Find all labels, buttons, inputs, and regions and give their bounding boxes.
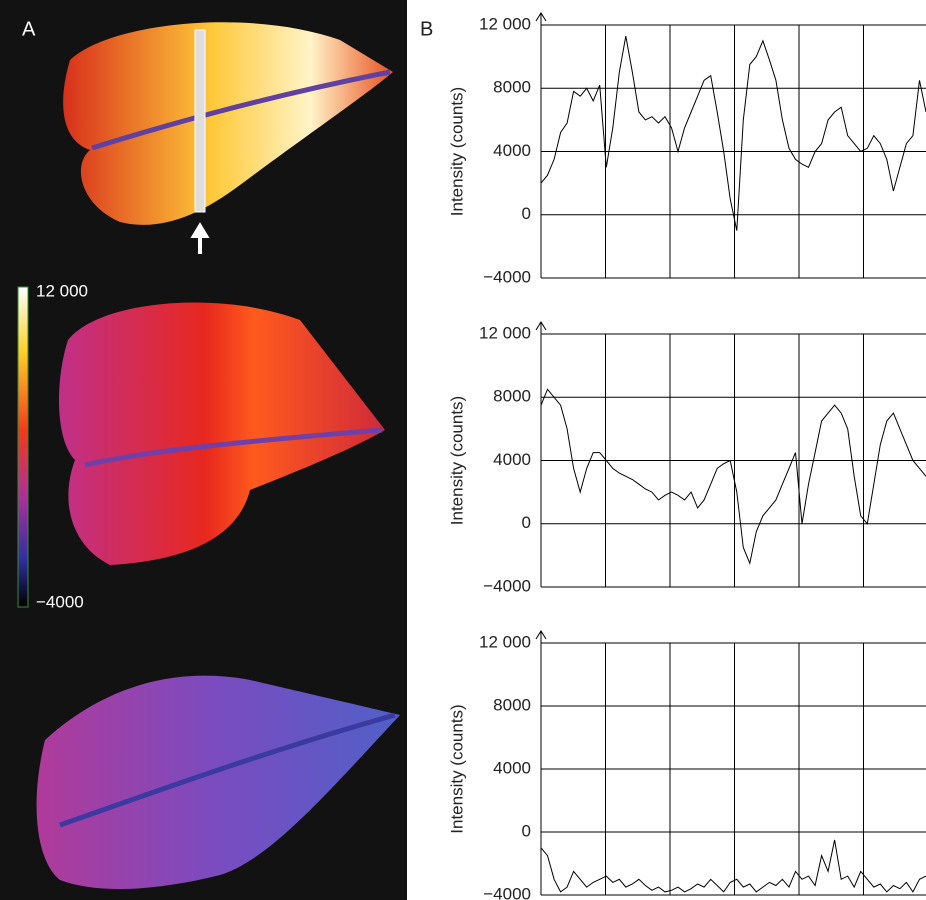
y-axis-label: Intensity (counts) [447,704,466,833]
y-axis-label: Intensity (counts) [447,396,466,525]
axis-arrow [535,630,547,640]
y-tick-label: 12 000 [479,632,531,651]
leaf-image [36,675,400,890]
y-tick-label: 0 [522,204,531,223]
y-tick-label: 8000 [493,78,531,97]
colorbar [17,286,29,608]
selection-strip [194,29,206,213]
axis-arrow [535,321,547,331]
y-tick-label: 0 [522,513,531,532]
y-tick-label: 8000 [493,695,531,714]
leaf-vein [91,69,391,151]
y-tick-label: 0 [522,821,531,840]
panel-label: B [420,18,433,40]
y-tick-label: −4000 [483,267,531,286]
y-tick-label: 8000 [493,387,531,406]
y-tick-label: 4000 [493,758,531,777]
leaf-vein [59,712,396,828]
y-axis-label: Intensity (counts) [447,87,466,216]
axis-arrow [535,12,547,22]
y-tick-label: 4000 [493,141,531,160]
colorbar-max-label: 12 000 [36,281,88,300]
leaf-image [63,22,394,225]
leaf-vein [84,427,383,468]
data-line [540,36,926,231]
leaf-image [58,302,385,565]
y-tick-label: 4000 [493,450,531,469]
data-line [540,388,926,566]
y-tick-label: −4000 [483,884,531,900]
arrow [190,222,210,254]
y-tick-label: −4000 [483,576,531,595]
colorbar-min-label: −4000 [36,592,84,611]
y-tick-label: 12 000 [479,323,531,342]
data-line [540,839,926,893]
y-tick-label: 12 000 [479,14,531,33]
panel-label: A [22,18,36,40]
